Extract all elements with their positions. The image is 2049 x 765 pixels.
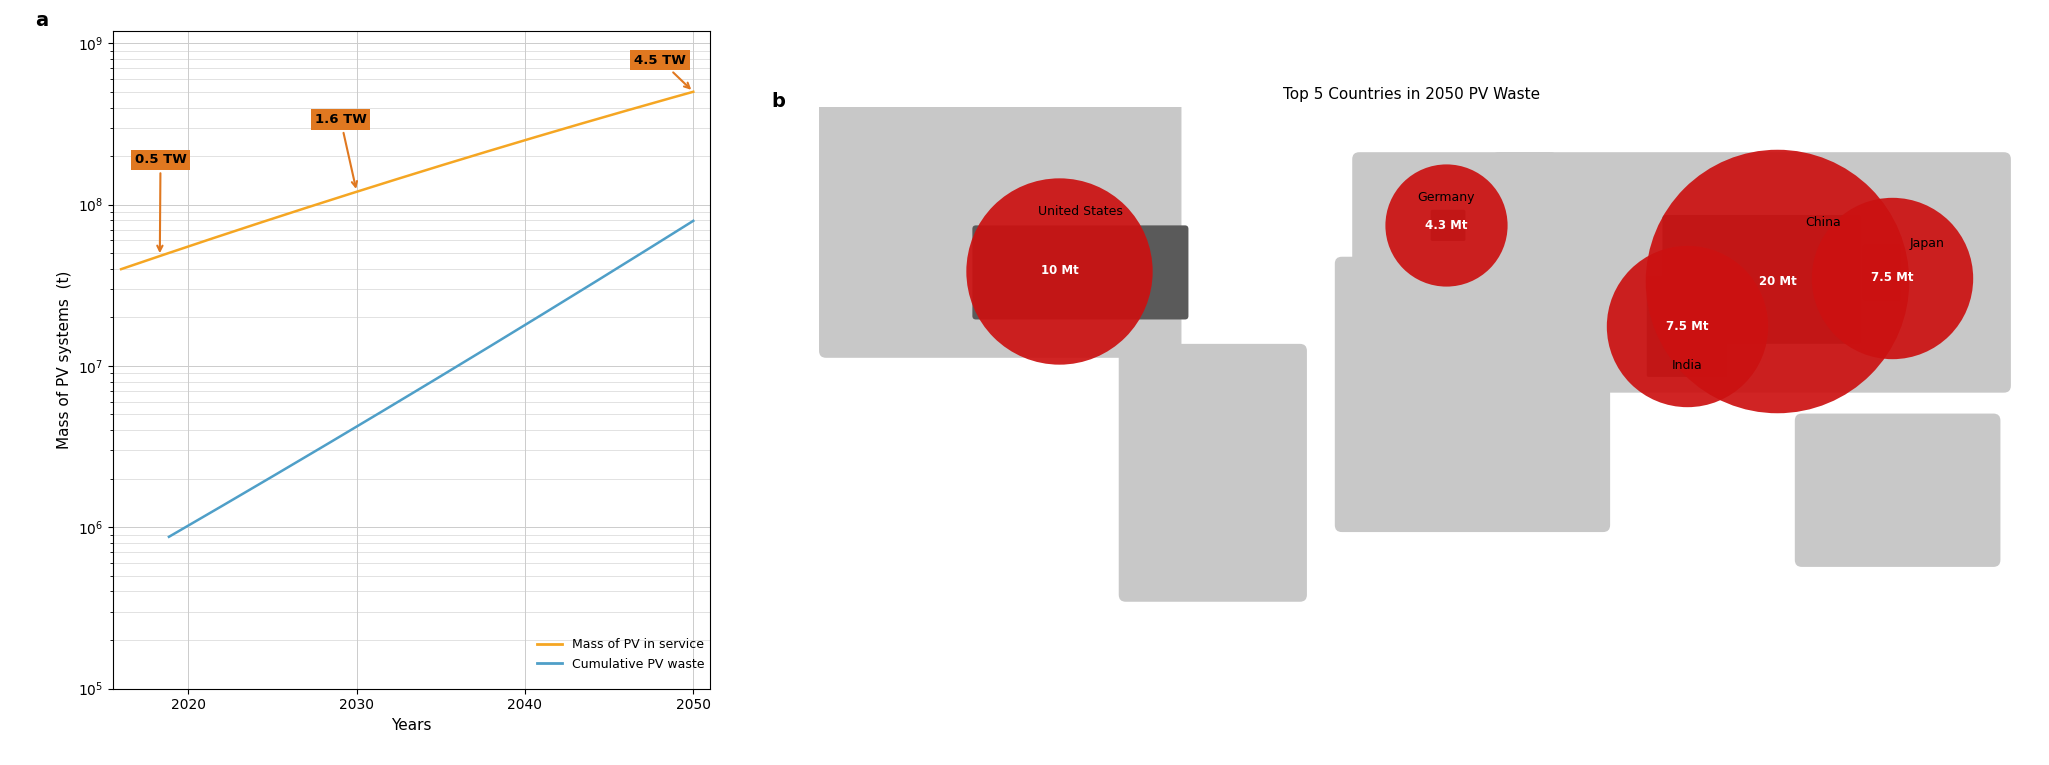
Text: 10 Mt: 10 Mt xyxy=(1041,264,1078,277)
FancyBboxPatch shape xyxy=(1430,210,1465,241)
X-axis label: Years: Years xyxy=(391,718,432,733)
Text: Germany: Germany xyxy=(1418,191,1475,204)
Text: China: China xyxy=(1805,216,1840,229)
Text: a: a xyxy=(35,11,49,30)
FancyBboxPatch shape xyxy=(1647,276,1727,377)
Title: Top 5 Countries in 2050 PV Waste: Top 5 Countries in 2050 PV Waste xyxy=(1283,86,1541,102)
FancyBboxPatch shape xyxy=(973,226,1188,320)
FancyBboxPatch shape xyxy=(1492,152,2010,392)
Text: 4.5 TW: 4.5 TW xyxy=(635,54,691,88)
FancyBboxPatch shape xyxy=(1662,215,1860,344)
FancyBboxPatch shape xyxy=(1863,245,1901,301)
FancyBboxPatch shape xyxy=(820,100,1182,358)
Point xyxy=(1760,275,1793,288)
FancyBboxPatch shape xyxy=(1119,344,1307,602)
Text: United States: United States xyxy=(1039,206,1123,219)
Point xyxy=(1043,265,1076,277)
Text: Japan: Japan xyxy=(1910,237,1945,250)
Text: 7.5 Mt: 7.5 Mt xyxy=(1666,320,1709,333)
Text: b: b xyxy=(772,92,785,111)
Text: 1.6 TW: 1.6 TW xyxy=(316,113,367,187)
Y-axis label: Mass of PV systems  (t): Mass of PV systems (t) xyxy=(57,270,72,449)
FancyBboxPatch shape xyxy=(1334,257,1611,532)
Text: India: India xyxy=(1672,359,1703,372)
Text: 4.3 Mt: 4.3 Mt xyxy=(1424,219,1467,232)
Point xyxy=(1670,321,1703,333)
Text: 0.5 TW: 0.5 TW xyxy=(135,154,186,251)
Text: 20 Mt: 20 Mt xyxy=(1758,275,1797,288)
FancyBboxPatch shape xyxy=(1795,414,2000,567)
FancyBboxPatch shape xyxy=(1352,152,1557,288)
Point xyxy=(1430,220,1463,232)
Point xyxy=(1877,272,1910,284)
Text: 7.5 Mt: 7.5 Mt xyxy=(1871,271,1914,284)
Legend: Mass of PV in service, Cumulative PV waste: Mass of PV in service, Cumulative PV was… xyxy=(533,633,709,675)
